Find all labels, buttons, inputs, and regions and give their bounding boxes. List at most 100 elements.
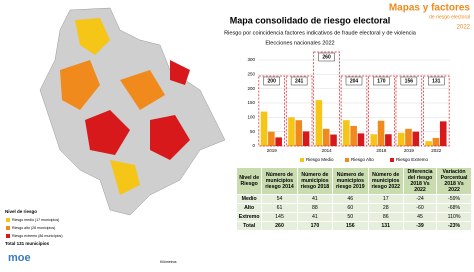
bar	[425, 141, 432, 146]
y-tick-label: 200	[247, 86, 255, 91]
table-cell: 50	[332, 212, 369, 222]
x-tick-label: 2018	[376, 148, 387, 153]
legend-label: Riesgo Medio	[306, 157, 334, 162]
group-box	[313, 51, 340, 147]
group-box	[258, 75, 285, 147]
table-cell: 54	[261, 194, 298, 204]
logo: moe	[8, 252, 31, 264]
table-cell: -59%	[436, 194, 472, 204]
total-label: 200	[268, 78, 277, 84]
table-cell: -24	[402, 194, 438, 204]
total-label: 156	[405, 78, 414, 84]
table-cell: 60	[332, 203, 369, 213]
table-row: Extremo 145 41 50 86 45 110%	[235, 212, 472, 222]
bar	[432, 137, 440, 146]
group-box	[368, 75, 395, 147]
table-cell: -39	[402, 221, 438, 231]
x-tick-label: 2014	[322, 148, 333, 153]
total-label: 260	[322, 54, 331, 60]
total-box	[318, 52, 335, 62]
map	[39, 7, 226, 216]
bar	[343, 120, 350, 146]
table-cell: 170	[296, 221, 334, 231]
header-title: Mapas y factores	[389, 3, 471, 14]
table-cell: 41	[296, 212, 334, 222]
bar	[288, 117, 295, 146]
bar	[370, 134, 378, 146]
table-cell: 110%	[436, 212, 472, 222]
group-box	[340, 75, 368, 147]
x-tick-label: 2019	[267, 148, 278, 153]
map-legend: Riesgo extremo (86 municipios)	[12, 234, 63, 238]
table-cell: Total	[235, 221, 263, 231]
map-legend: Riesgo medio (17 municipios)	[12, 218, 59, 222]
y-tick-label: 250	[247, 72, 255, 77]
chart-title: Mapa consolidado de riesgo electoral	[230, 15, 391, 25]
map-total: Total 131 municipios	[5, 241, 50, 246]
table-cell: Número de municipios riesgo 2018	[296, 167, 334, 195]
total-label: 241	[295, 78, 304, 84]
x-tick-label: 2019	[404, 148, 415, 153]
total-box	[428, 76, 445, 86]
bar	[385, 134, 392, 146]
bar	[357, 133, 365, 146]
bar	[439, 121, 447, 146]
bar	[268, 131, 275, 146]
legend-swatch	[6, 234, 10, 238]
y-tick-label: 100	[247, 115, 255, 120]
total-box	[263, 76, 280, 86]
table-cell: 46	[332, 194, 369, 204]
table-cell: 88	[296, 203, 334, 213]
y-tick-label: 50	[250, 129, 256, 134]
bar	[315, 100, 323, 146]
table-cell: Alto	[235, 203, 263, 213]
table-cell: Número de municipios riesgo 2014	[261, 167, 298, 195]
bar	[330, 134, 337, 146]
y-tick-label: 0	[252, 143, 255, 148]
table-cell: 260	[261, 221, 298, 231]
bar	[275, 137, 282, 146]
total-label: 204	[350, 78, 359, 84]
legend-swatch	[6, 218, 10, 222]
bar	[412, 131, 420, 146]
table-row: Alto 61 88 60 28 -60 -68%	[235, 203, 472, 213]
group-box	[285, 75, 313, 147]
map-legend-title: Nivel de riesgo	[5, 209, 37, 214]
x-tick-label: 2022	[431, 148, 442, 153]
table-cell: 61	[261, 203, 298, 213]
table-cell: Variación Porcentual 2018 Vs 2022	[436, 167, 472, 195]
table-cell: Número de municipios riesgo 2022	[367, 167, 404, 195]
table-cell: -60	[402, 203, 438, 213]
bar	[405, 128, 412, 146]
legend-swatch	[390, 158, 394, 162]
table-cell: Diferencia del riesgo 2018 Vs 2022	[402, 167, 438, 195]
legend-label: Riesgo Extremo	[396, 157, 429, 162]
bar	[302, 131, 310, 146]
table-cell: 17	[367, 194, 404, 204]
group-box	[423, 75, 450, 147]
chart-note: Elecciones nacionales 2022	[265, 40, 334, 46]
bar	[322, 128, 330, 146]
total-box	[400, 76, 418, 86]
table-cell: -23%	[436, 221, 472, 231]
table-cell: -68%	[436, 203, 472, 213]
total-label: 131	[432, 78, 441, 84]
y-tick-label: 300	[247, 57, 255, 62]
bar	[260, 111, 268, 146]
total-box	[373, 76, 390, 86]
header-row: Nivel de Riesgo Número de municipios ries…	[235, 167, 472, 195]
table-cell: 28	[367, 203, 404, 213]
header-subtitle: de riesgo electoral	[429, 14, 470, 20]
table-cell: Extremo	[235, 212, 263, 222]
header-year: 2022	[457, 25, 471, 31]
map-legend: Riesgo alto (28 municipios)	[12, 226, 55, 230]
table-cell: 156	[332, 221, 369, 231]
table-cell: 131	[367, 221, 404, 231]
total-label: 170	[377, 78, 386, 84]
table-row: Total 260 170 156 131 -39 -23%	[235, 221, 472, 231]
scale: Kilómetros	[160, 260, 177, 264]
table-cell: 145	[261, 212, 298, 222]
legend-swatch	[6, 226, 10, 230]
